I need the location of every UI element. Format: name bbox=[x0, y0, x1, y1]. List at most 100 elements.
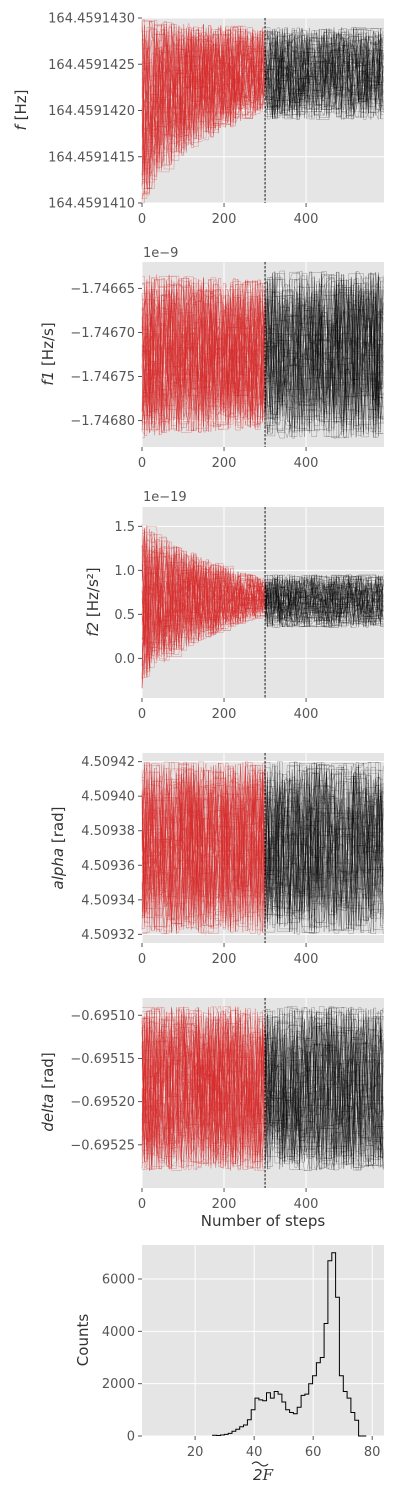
burnin-walker-trace bbox=[142, 279, 266, 422]
burnin-walker-trace bbox=[141, 1012, 266, 1171]
gridlines bbox=[141, 17, 384, 204]
burnin-walker-trace bbox=[142, 27, 266, 150]
burnin-walker-trace bbox=[141, 761, 266, 928]
production-walker-trace bbox=[264, 1010, 384, 1166]
production-walker-trace bbox=[265, 574, 384, 626]
production-walker-trace bbox=[265, 28, 384, 118]
burnin-walker-trace bbox=[141, 547, 266, 689]
burnin-walker-trace bbox=[142, 1013, 266, 1169]
production-walker-trace bbox=[264, 30, 384, 106]
production-walker-trace bbox=[265, 774, 384, 933]
burnin-walker-trace bbox=[141, 552, 266, 638]
burnin-walker-trace bbox=[142, 1010, 266, 1139]
burnin-walker-trace bbox=[141, 545, 266, 676]
burnin-walker-trace bbox=[142, 536, 266, 648]
production-walker-trace bbox=[264, 1006, 384, 1157]
production-walker-trace bbox=[265, 577, 384, 627]
burnin-walker-trace bbox=[142, 532, 266, 646]
y-tick-label: 4.50938 bbox=[81, 824, 135, 839]
production-walker-trace bbox=[264, 271, 384, 433]
x-tick-label: 400 bbox=[294, 707, 319, 722]
burnin-walker-trace bbox=[141, 278, 266, 430]
production-walker-trace bbox=[264, 275, 384, 437]
production-walker-trace bbox=[265, 1007, 384, 1171]
production-walker-trace bbox=[265, 762, 384, 923]
production-walker-trace bbox=[265, 764, 384, 912]
y-tick-label: −0.69510 bbox=[70, 1009, 135, 1024]
production-walker-trace bbox=[264, 272, 384, 436]
production-walker-trace bbox=[265, 1009, 384, 1164]
production-walker-trace bbox=[265, 273, 384, 429]
burnin-walker-trace bbox=[142, 275, 266, 433]
production-walker-trace bbox=[264, 763, 384, 926]
production-walker-trace bbox=[264, 582, 384, 628]
burnin-walker-trace bbox=[142, 558, 266, 674]
production-walker-trace bbox=[264, 779, 384, 934]
production-walker-trace bbox=[265, 30, 384, 103]
x-tick-label: 400 bbox=[294, 952, 319, 967]
production-walker-trace bbox=[265, 762, 384, 919]
burnin-walker-trace bbox=[141, 537, 266, 647]
production-walker-trace bbox=[264, 776, 384, 931]
production-walker-trace bbox=[264, 773, 384, 926]
production-walker-trace bbox=[265, 1009, 384, 1171]
axes-background bbox=[142, 262, 384, 447]
production-walker-trace bbox=[264, 271, 384, 427]
burnin-walker-trace bbox=[142, 23, 266, 173]
production-walker-trace bbox=[264, 28, 384, 114]
burnin-walker-trace bbox=[141, 1013, 266, 1170]
burnin-walker-trace bbox=[142, 537, 266, 639]
burnin-walker-trace bbox=[142, 1010, 266, 1171]
burnin-walker-trace bbox=[141, 763, 266, 924]
y-tick-label: 4.50940 bbox=[81, 790, 135, 805]
burnin-walker-trace bbox=[141, 29, 266, 166]
burnin-walker-trace bbox=[141, 25, 266, 173]
burnin-walker-trace bbox=[141, 763, 266, 933]
production-walker-trace bbox=[264, 765, 384, 925]
production-walker-trace bbox=[265, 279, 384, 432]
burnin-walker-trace bbox=[142, 1022, 266, 1170]
burnin-walker-trace bbox=[142, 280, 266, 431]
burnin-walker-trace bbox=[142, 551, 266, 670]
production-walker-trace bbox=[264, 1020, 384, 1170]
burnin-walker-trace bbox=[142, 25, 266, 161]
burnin-walker-trace bbox=[141, 764, 266, 927]
burnin-walker-trace bbox=[141, 279, 266, 431]
production-walker-trace bbox=[264, 763, 384, 924]
production-walker-trace bbox=[264, 283, 384, 439]
production-walker-trace bbox=[264, 275, 384, 426]
panel-f1: 1e−9 −1.74680 −1.74675 −1.74670 −1.74665 0 2… bbox=[39, 246, 384, 471]
burnin-walker-trace bbox=[141, 25, 266, 155]
x-tick-label: 20 bbox=[187, 1445, 204, 1460]
burnin-walker-trace bbox=[142, 779, 266, 926]
x-tick-label: 80 bbox=[364, 1445, 381, 1460]
burnin-walker-trace bbox=[141, 22, 266, 139]
burnin-walker-trace bbox=[141, 544, 266, 677]
burnin-walker-trace bbox=[141, 1015, 266, 1170]
burnin-walker-trace bbox=[142, 548, 266, 662]
production-walker-trace bbox=[264, 1008, 384, 1170]
production-walker-trace bbox=[265, 574, 384, 624]
production-walker-trace bbox=[264, 32, 384, 120]
burnin-walker-trace bbox=[142, 21, 266, 150]
burnin-walker-trace bbox=[142, 21, 266, 153]
production-walker-trace bbox=[265, 768, 384, 916]
production-walker-trace bbox=[264, 764, 384, 919]
burnin-walker-trace bbox=[142, 300, 266, 424]
production-walker-trace bbox=[265, 34, 384, 110]
burnin-walker-trace bbox=[142, 290, 266, 433]
production-walker-trace bbox=[265, 775, 384, 909]
burnin-walker-trace bbox=[141, 275, 266, 423]
production-walker-trace bbox=[265, 39, 384, 120]
production-walker-trace bbox=[265, 762, 384, 932]
burnin-walker-trace bbox=[141, 556, 266, 668]
production-walker-trace bbox=[265, 1011, 384, 1156]
production-walker-trace bbox=[264, 765, 384, 934]
x-tick-label: 200 bbox=[212, 456, 237, 471]
burnin-walker-trace bbox=[141, 26, 266, 137]
production-walker-trace bbox=[264, 1009, 384, 1169]
burnin-walker-trace bbox=[141, 1011, 266, 1168]
production-walker-trace bbox=[264, 764, 384, 935]
burnin-walker-trace bbox=[141, 24, 266, 189]
